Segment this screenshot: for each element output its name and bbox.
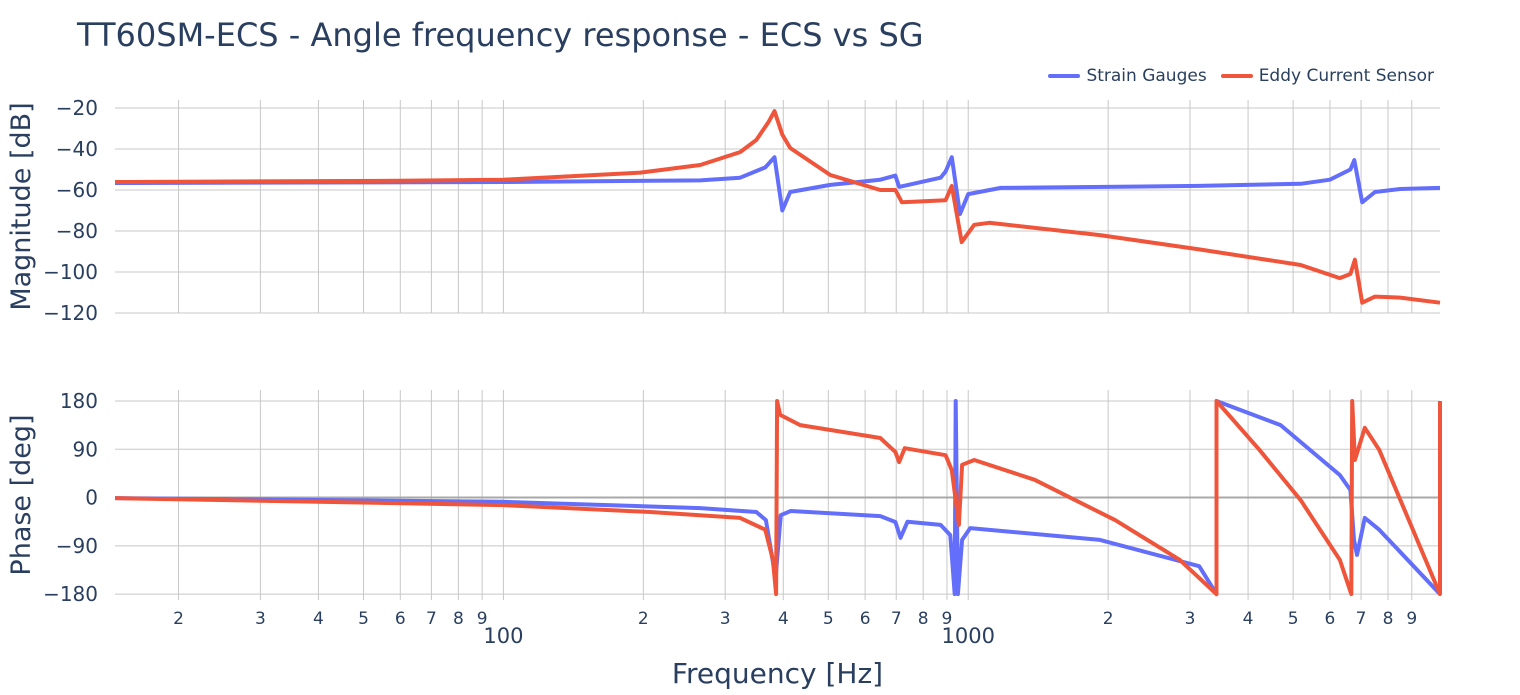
x-minor-tick-label: 7 bbox=[426, 609, 437, 629]
x-major-tick-label: 100 bbox=[483, 624, 523, 648]
x-axis-title: Frequency [Hz] bbox=[672, 657, 883, 690]
x-minor-tick-label: 2 bbox=[173, 609, 184, 629]
legend-item-strain-gauges[interactable]: Strain Gauges bbox=[1048, 66, 1207, 86]
y-tick-label: −40 bbox=[56, 137, 98, 161]
legend: Strain Gauges Eddy Current Sensor bbox=[1048, 66, 1434, 86]
magnitude-axis-title: Magnitude [dB] bbox=[6, 102, 37, 310]
x-minor-tick-label: 3 bbox=[1185, 609, 1196, 629]
x-minor-tick-label: 6 bbox=[395, 609, 406, 629]
legend-swatch bbox=[1220, 74, 1253, 78]
x-minor-tick-label: 9 bbox=[942, 609, 953, 629]
legend-item-eddy-current-sensor[interactable]: Eddy Current Sensor bbox=[1220, 66, 1434, 86]
x-minor-tick-label: 9 bbox=[477, 609, 488, 629]
phase-axis-title: Phase [deg] bbox=[6, 414, 37, 575]
x-minor-tick-label: 8 bbox=[1383, 609, 1394, 629]
x-minor-tick-label: 7 bbox=[891, 609, 902, 629]
legend-swatch bbox=[1048, 74, 1081, 78]
series-line-strain-gauges bbox=[114, 155, 1441, 216]
y-tick-label: −120 bbox=[43, 301, 98, 325]
chart-title: TT60SM-ECS - Angle frequency response - … bbox=[77, 16, 924, 54]
x-minor-tick-label: 7 bbox=[1356, 609, 1367, 629]
x-minor-tick-label: 3 bbox=[255, 609, 266, 629]
x-minor-tick-label: 6 bbox=[1325, 609, 1336, 629]
y-tick-label: 0 bbox=[85, 486, 98, 510]
x-minor-tick-label: 2 bbox=[1103, 609, 1114, 629]
series-line-eddy-current-sensor bbox=[114, 399, 1442, 597]
legend-label: Eddy Current Sensor bbox=[1258, 66, 1434, 86]
x-minor-tick-label: 2 bbox=[638, 609, 649, 629]
y-tick-label: −100 bbox=[43, 260, 98, 284]
x-minor-tick-label: 5 bbox=[1288, 609, 1299, 629]
y-tick-label: −20 bbox=[56, 96, 98, 120]
y-tick-label: −80 bbox=[56, 219, 98, 243]
series-line-eddy-current-sensor bbox=[114, 109, 1441, 305]
x-minor-tick-label: 6 bbox=[860, 609, 871, 629]
y-tick-label: −90 bbox=[56, 534, 98, 558]
y-tick-label: −180 bbox=[43, 582, 98, 606]
x-minor-tick-label: 8 bbox=[453, 609, 464, 629]
x-minor-tick-label: 9 bbox=[1406, 609, 1417, 629]
y-tick-label: −60 bbox=[56, 178, 98, 202]
x-minor-tick-label: 4 bbox=[1243, 609, 1254, 629]
x-minor-tick-label: 8 bbox=[918, 609, 929, 629]
y-tick-label: 90 bbox=[73, 437, 98, 461]
x-minor-tick-label: 5 bbox=[823, 609, 834, 629]
legend-label: Strain Gauges bbox=[1086, 66, 1207, 86]
x-minor-tick-label: 4 bbox=[313, 609, 324, 629]
x-minor-tick-label: 5 bbox=[358, 609, 369, 629]
x-major-tick-label: 1000 bbox=[942, 624, 995, 648]
x-minor-tick-label: 4 bbox=[778, 609, 789, 629]
x-minor-tick-label: 3 bbox=[720, 609, 731, 629]
y-tick-label: 180 bbox=[60, 389, 98, 413]
